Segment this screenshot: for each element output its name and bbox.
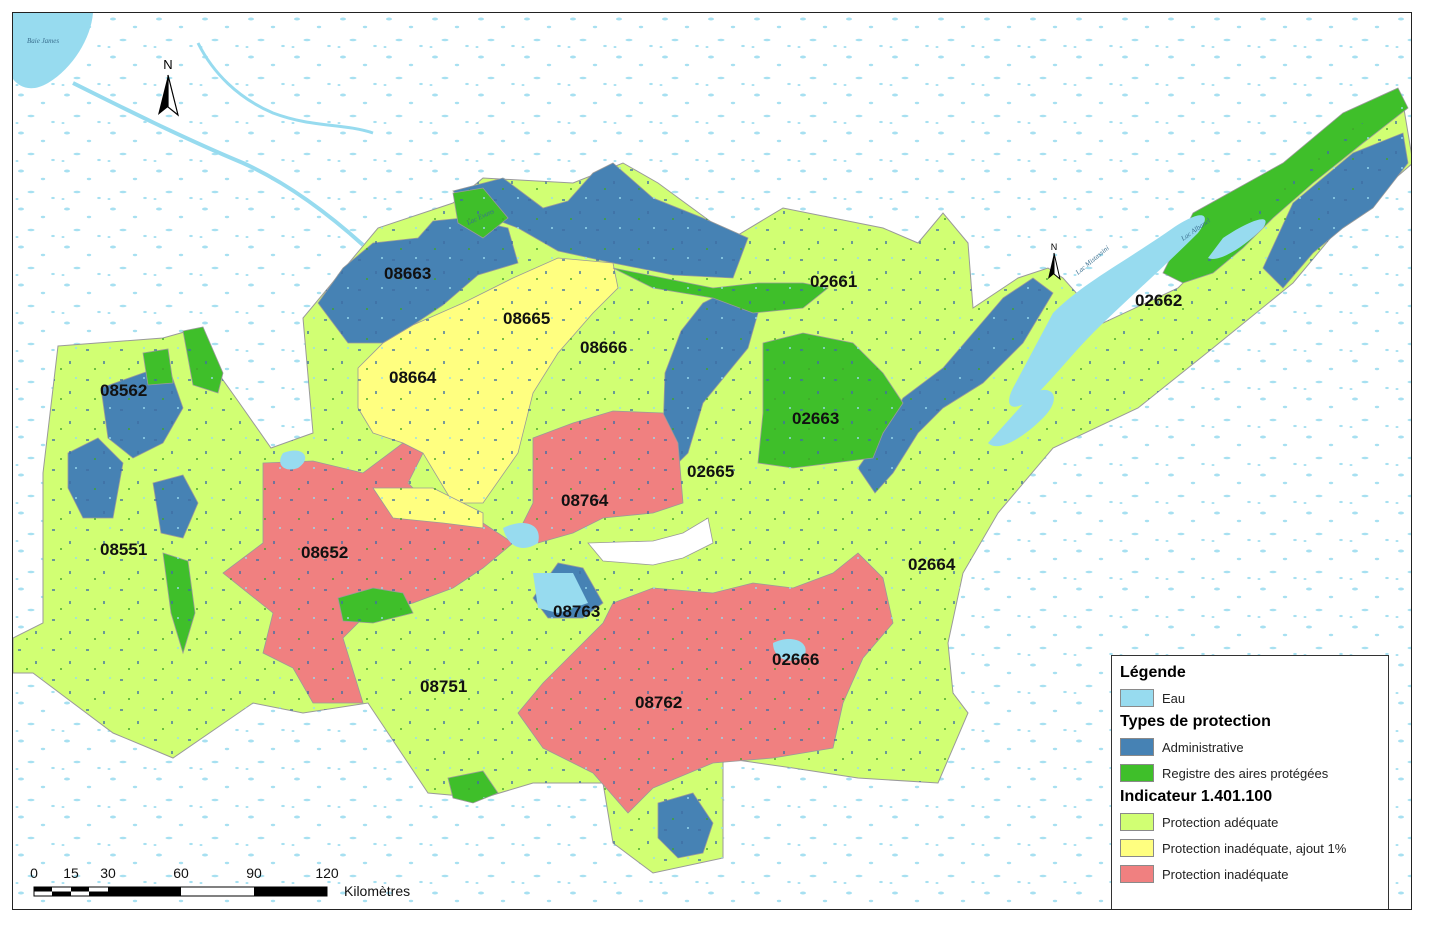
svg-text:N: N: [1051, 242, 1058, 252]
scale-tick-120: 120: [315, 865, 339, 881]
legend-indicator-title: Indicateur 1.401.100: [1120, 788, 1273, 805]
unit-label-08551: 08551: [100, 540, 147, 559]
map-canvas: Baie James: [13, 13, 1411, 909]
unit-label-02662: 02662: [1135, 291, 1182, 310]
legend-swatch-administrative: [1120, 738, 1154, 756]
scale-tick-30: 30: [100, 865, 116, 881]
map-legend: Légende Eau Types de protection Administ…: [1111, 655, 1389, 909]
river-rupert: [72, 81, 365, 247]
legend-item-administrative: Administrative: [1120, 734, 1382, 760]
legend-item-inadequate: Protection inadéquate: [1120, 861, 1382, 887]
territory-specks: [13, 103, 1411, 873]
unit-label-02664: 02664: [908, 555, 956, 574]
unit-labels: 08663 08665 08666 02661 02662 08562 0866…: [100, 264, 1182, 712]
north-arrow-icon: N: [158, 57, 180, 117]
legend-label-water: Eau: [1162, 690, 1186, 706]
scale-bar: 0 15 30 60 90 120 Kilomètres: [30, 865, 431, 909]
legend-item-registry: Registre des aires protégées: [1120, 760, 1382, 786]
unit-label-08665: 08665: [503, 309, 550, 328]
legend-title: Légende: [1120, 664, 1186, 681]
unit-label-02663: 02663: [792, 409, 839, 428]
unit-label-08663: 08663: [384, 264, 431, 283]
scale-tick-15: 15: [63, 865, 79, 881]
legend-label-administrative: Administrative: [1162, 739, 1244, 755]
legend-label-registry: Registre des aires protégées: [1162, 765, 1329, 781]
unit-label-08762: 08762: [635, 693, 682, 712]
legend-item-inadequate-add1: Protection inadéquate, ajout 1%: [1120, 835, 1382, 861]
legend-label-adequate: Protection adéquate: [1162, 814, 1279, 830]
legend-item-adequate: Protection adéquate: [1120, 809, 1382, 835]
north-arrow-small-icon: N: [1048, 242, 1061, 281]
unit-label-02666: 02666: [772, 650, 819, 669]
legend-swatch-water: [1120, 689, 1154, 707]
water-label-baie-james: Baie James: [27, 37, 59, 45]
unit-label-08652: 08652: [301, 543, 348, 562]
scale-unit: Kilomètres: [344, 883, 411, 899]
scale-tick-60: 60: [173, 865, 189, 881]
legend-label-inadequate: Protection inadéquate: [1162, 866, 1289, 882]
legend-protection-title: Types de protection: [1120, 713, 1271, 730]
legend-swatch-inadequate: [1120, 865, 1154, 883]
unit-label-08664: 08664: [389, 368, 437, 387]
major-lakes: [280, 215, 1266, 661]
legend-swatch-registry: [1120, 764, 1154, 782]
legend-item-water: Eau: [1120, 685, 1382, 711]
map-frame: Baie James: [12, 12, 1412, 910]
unit-label-08764: 08764: [561, 491, 609, 510]
legend-swatch-inadequate-add1: [1120, 839, 1154, 857]
unit-label-08666: 08666: [580, 338, 627, 357]
scale-bar-graphic: [33, 886, 328, 897]
legend-label-inadequate-add1: Protection inadéquate, ajout 1%: [1162, 840, 1347, 856]
svg-text:N: N: [163, 57, 172, 72]
unit-label-08751: 08751: [420, 677, 467, 696]
legend-swatch-adequate: [1120, 813, 1154, 831]
river-north: [196, 42, 374, 135]
unit-label-02665: 02665: [687, 462, 734, 481]
scale-tick-90: 90: [246, 865, 262, 881]
baie-james: [13, 13, 93, 89]
unit-label-02661: 02661: [810, 272, 857, 291]
unit-label-08562: 08562: [100, 381, 147, 400]
unit-label-08763: 08763: [553, 602, 600, 621]
scale-tick-0: 0: [30, 865, 38, 881]
